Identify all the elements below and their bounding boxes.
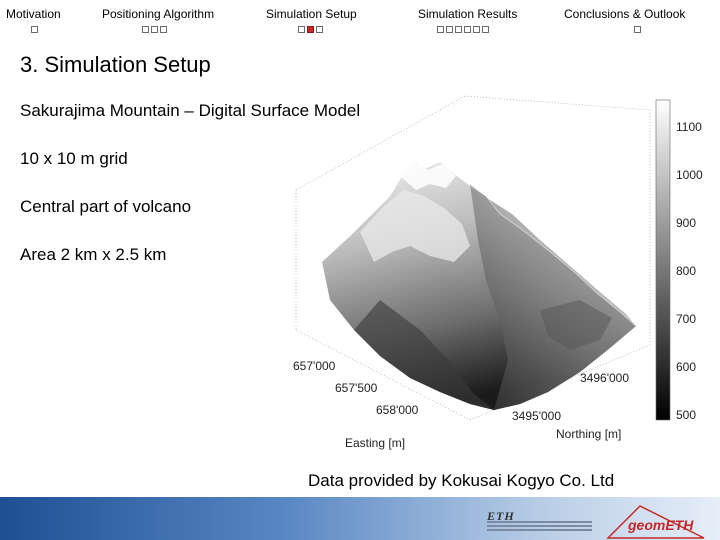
nav-section-motivation[interactable]: Motivation — [6, 7, 61, 21]
bullet-item: Sakurajima Mountain – Digital Surface Mo… — [20, 101, 361, 120]
nav-dot[interactable] — [298, 26, 305, 33]
terrain-surface — [322, 159, 637, 410]
section-navigation: Motivation Positioning Algorithm Simulat… — [0, 0, 720, 44]
geometh-logo-text: geomETH — [627, 517, 694, 533]
nav-dots-simulation-setup — [298, 26, 323, 33]
nav-dots-simulation-results — [437, 26, 489, 33]
colorbar-tick-label: 600 — [676, 360, 696, 374]
nav-dots-positioning-algorithm — [142, 26, 167, 33]
nav-dot[interactable] — [446, 26, 453, 33]
nav-dot[interactable] — [160, 26, 167, 33]
bullet-item: Area 2 km x 2.5 km — [20, 245, 167, 264]
nav-dot[interactable] — [316, 26, 323, 33]
nav-dot-current[interactable] — [307, 26, 314, 33]
geometh-logo: geomETH — [606, 505, 705, 539]
colorbar-tick-label: 500 — [676, 408, 696, 422]
colorbar-tick-label: 1100 — [676, 120, 702, 134]
nav-dot[interactable] — [31, 26, 38, 33]
colorbar — [655, 99, 671, 421]
easting-tick-label: 657'500 — [335, 381, 378, 395]
northing-tick-label: 3496'000 — [580, 371, 629, 385]
bullet-item: Central part of volcano — [20, 197, 192, 216]
eth-logo-subtitle-lines — [487, 521, 592, 535]
easting-tick-label: 657'000 — [293, 359, 336, 373]
slide-title: 3. Simulation Setup — [20, 52, 211, 77]
nav-dot[interactable] — [151, 26, 158, 33]
nav-dots-motivation — [31, 26, 38, 33]
nav-section-conclusions-outlook[interactable]: Conclusions & Outlook — [564, 7, 686, 21]
nav-dots-conclusions-outlook — [634, 26, 641, 33]
nav-section-positioning-algorithm[interactable]: Positioning Algorithm — [102, 7, 215, 21]
nav-section-simulation-setup[interactable]: Simulation Setup — [266, 7, 357, 21]
footer-bar — [0, 497, 720, 540]
nav-dot[interactable] — [437, 26, 444, 33]
nav-dot[interactable] — [482, 26, 489, 33]
nav-dot[interactable] — [142, 26, 149, 33]
easting-axis-label: Easting [m] — [345, 436, 405, 450]
colorbar-tick-label: 700 — [676, 312, 696, 326]
colorbar-tick-label: 900 — [676, 216, 696, 230]
nav-dot[interactable] — [464, 26, 471, 33]
eth-logo: ETH — [487, 509, 515, 523]
northing-tick-label: 3495'000 — [512, 409, 561, 423]
bullet-item: 10 x 10 m grid — [20, 149, 128, 168]
plot-box — [295, 95, 651, 421]
northing-axis-label: Northing [m] — [556, 427, 621, 441]
nav-dot[interactable] — [473, 26, 480, 33]
colorbar-tick-label: 800 — [676, 264, 696, 278]
colorbar-tick-label: 1000 — [676, 168, 703, 182]
easting-tick-label: 658'000 — [376, 403, 419, 417]
colorbar-ticks: 1100 1000 900 800 700 600 500 — [676, 120, 703, 422]
nav-section-simulation-results[interactable]: Simulation Results — [418, 7, 518, 21]
nav-dot[interactable] — [634, 26, 641, 33]
data-credit: Data provided by Kokusai Kogyo Co. Ltd — [308, 471, 615, 490]
nav-dot[interactable] — [455, 26, 462, 33]
